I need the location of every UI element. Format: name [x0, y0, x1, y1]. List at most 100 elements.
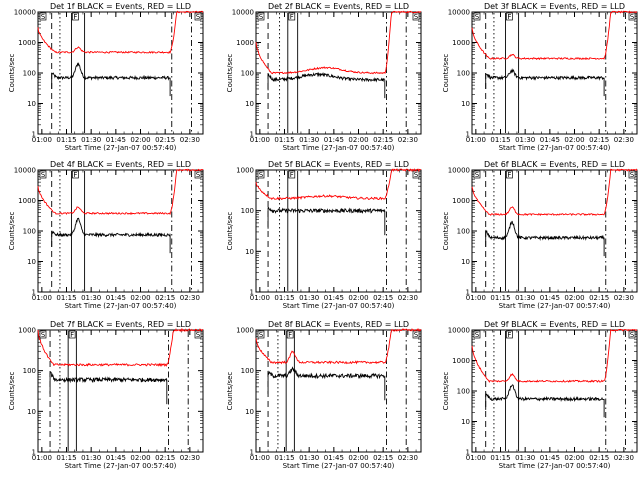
x-tick-label: 02:00	[348, 454, 368, 462]
panel-title: Det 6f BLACK = Events, RED = LLD	[484, 160, 625, 169]
flag-box	[506, 330, 513, 339]
y-tick-label: 10000	[448, 327, 470, 335]
y-tick-label: 1000	[18, 39, 36, 47]
y-tick-label: 1	[250, 131, 254, 139]
x-tick-label: 01:45	[106, 136, 126, 144]
flag-label: F	[73, 171, 77, 179]
panel-det-9: Det 9f BLACK = Events, RED = LLD 1 10 100 10…	[442, 320, 638, 470]
flag-box	[257, 12, 265, 21]
flag-box	[257, 330, 265, 339]
plot-frame	[37, 11, 204, 135]
x-tick-label: 02:00	[564, 294, 584, 302]
flag-box	[257, 170, 265, 179]
y-tick-label: 10000	[14, 167, 36, 175]
y-tick-label: 1000	[452, 39, 470, 47]
flag-label: F	[507, 171, 511, 179]
x-axis-label: Start Time (27-Jan-07 00:57:40)	[283, 302, 395, 310]
panel-det-3: Det 3f BLACK = Events, RED = LLD 1 10 100 10…	[442, 2, 638, 152]
flag-label: S	[475, 171, 480, 179]
flag-label: F	[73, 13, 77, 21]
series-events-black	[49, 371, 168, 384]
flag-label: F	[290, 13, 294, 21]
panel-title: Det 3f BLACK = Events, RED = LLD	[484, 2, 625, 11]
x-tick-label: 01:15	[490, 454, 510, 462]
x-tick-label: 02:15	[589, 136, 609, 144]
time-markers	[485, 171, 626, 291]
x-tick-label: 02:15	[589, 294, 609, 302]
x-axis-label: Start Time (27-Jan-07 00:57:40)	[65, 144, 177, 152]
series-events-black	[267, 366, 386, 380]
x-tick-label: 02:15	[155, 294, 175, 302]
series-events-black	[267, 206, 386, 214]
x-tick-label: 01:00	[466, 454, 486, 462]
flag-label: F	[70, 331, 74, 339]
flag-label: S	[41, 171, 46, 179]
x-tick-label: 02:30	[398, 454, 418, 462]
flag-label: S	[630, 13, 635, 21]
flag-label: S	[259, 13, 264, 21]
flag-box	[39, 170, 47, 179]
y-axis-label: Counts/sec	[8, 372, 16, 411]
plot-frame	[255, 169, 422, 293]
x-tick-label: 02:15	[155, 136, 175, 144]
flag-box	[39, 12, 47, 21]
y-tick-label: 100	[241, 207, 254, 215]
flag-label: S	[414, 13, 419, 21]
plot-frame	[255, 329, 422, 453]
flag-label: S	[475, 13, 480, 21]
time-markers	[485, 13, 626, 133]
series-lld-red	[471, 168, 638, 217]
x-tick-label: 01:00	[32, 294, 52, 302]
y-tick-label: 1	[466, 131, 470, 139]
series-lld-red	[471, 10, 638, 61]
x-tick-label: 01:00	[466, 294, 486, 302]
panel-title: Det 9f BLACK = Events, RED = LLD	[484, 320, 625, 329]
x-axis-label: Start Time (27-Jan-07 00:57:40)	[65, 302, 177, 310]
x-axis-label: Start Time (27-Jan-07 00:57:40)	[499, 462, 611, 470]
y-tick-label: 100	[241, 367, 254, 375]
y-tick-label: 100	[23, 70, 36, 78]
y-tick-label: 10	[245, 408, 254, 416]
y-tick-label: 100	[457, 228, 470, 236]
flag-label: S	[414, 331, 419, 339]
x-tick-label: 01:30	[299, 136, 319, 144]
x-tick-label: 02:15	[373, 136, 393, 144]
x-tick-label: 01:45	[324, 136, 344, 144]
x-tick-label: 01:00	[250, 454, 270, 462]
y-axis-label: Counts/sec	[226, 212, 234, 251]
flag-box	[628, 330, 636, 339]
series-lld-red	[37, 168, 204, 216]
x-tick-label: 01:45	[106, 294, 126, 302]
series-lld-red	[255, 10, 422, 75]
x-tick-label: 01:45	[106, 454, 126, 462]
plot-frame	[471, 329, 638, 453]
x-tick-label: 02:00	[348, 294, 368, 302]
series-events-black	[485, 220, 605, 241]
x-tick-label: 02:00	[130, 136, 150, 144]
y-tick-label: 10	[245, 248, 254, 256]
flag-label: F	[290, 171, 294, 179]
flag-box	[68, 330, 76, 339]
panel-title: Det 4f BLACK = Events, RED = LLD	[50, 160, 191, 169]
x-tick-label: 02:00	[564, 136, 584, 144]
time-markers	[267, 171, 407, 291]
flag-label: F	[507, 13, 511, 21]
x-tick-label: 01:45	[324, 294, 344, 302]
x-tick-label: 01:15	[56, 136, 76, 144]
x-tick-label: 01:45	[540, 136, 560, 144]
y-tick-label: 1	[250, 449, 254, 457]
x-tick-label: 01:00	[466, 136, 486, 144]
time-markers	[49, 331, 189, 451]
flag-box	[194, 170, 202, 179]
panel-title: Det 5f BLACK = Events, RED = LLD	[268, 160, 409, 169]
x-tick-label: 01:15	[490, 294, 510, 302]
x-tick-label: 02:00	[130, 454, 150, 462]
x-tick-label: 01:45	[540, 294, 560, 302]
x-tick-label: 02:00	[564, 454, 584, 462]
x-axis-label: Start Time (27-Jan-07 00:57:40)	[283, 462, 395, 470]
plot-frame	[471, 169, 638, 293]
x-tick-label: 02:00	[130, 294, 150, 302]
x-tick-label: 02:15	[155, 454, 175, 462]
plot-frame	[471, 11, 638, 135]
